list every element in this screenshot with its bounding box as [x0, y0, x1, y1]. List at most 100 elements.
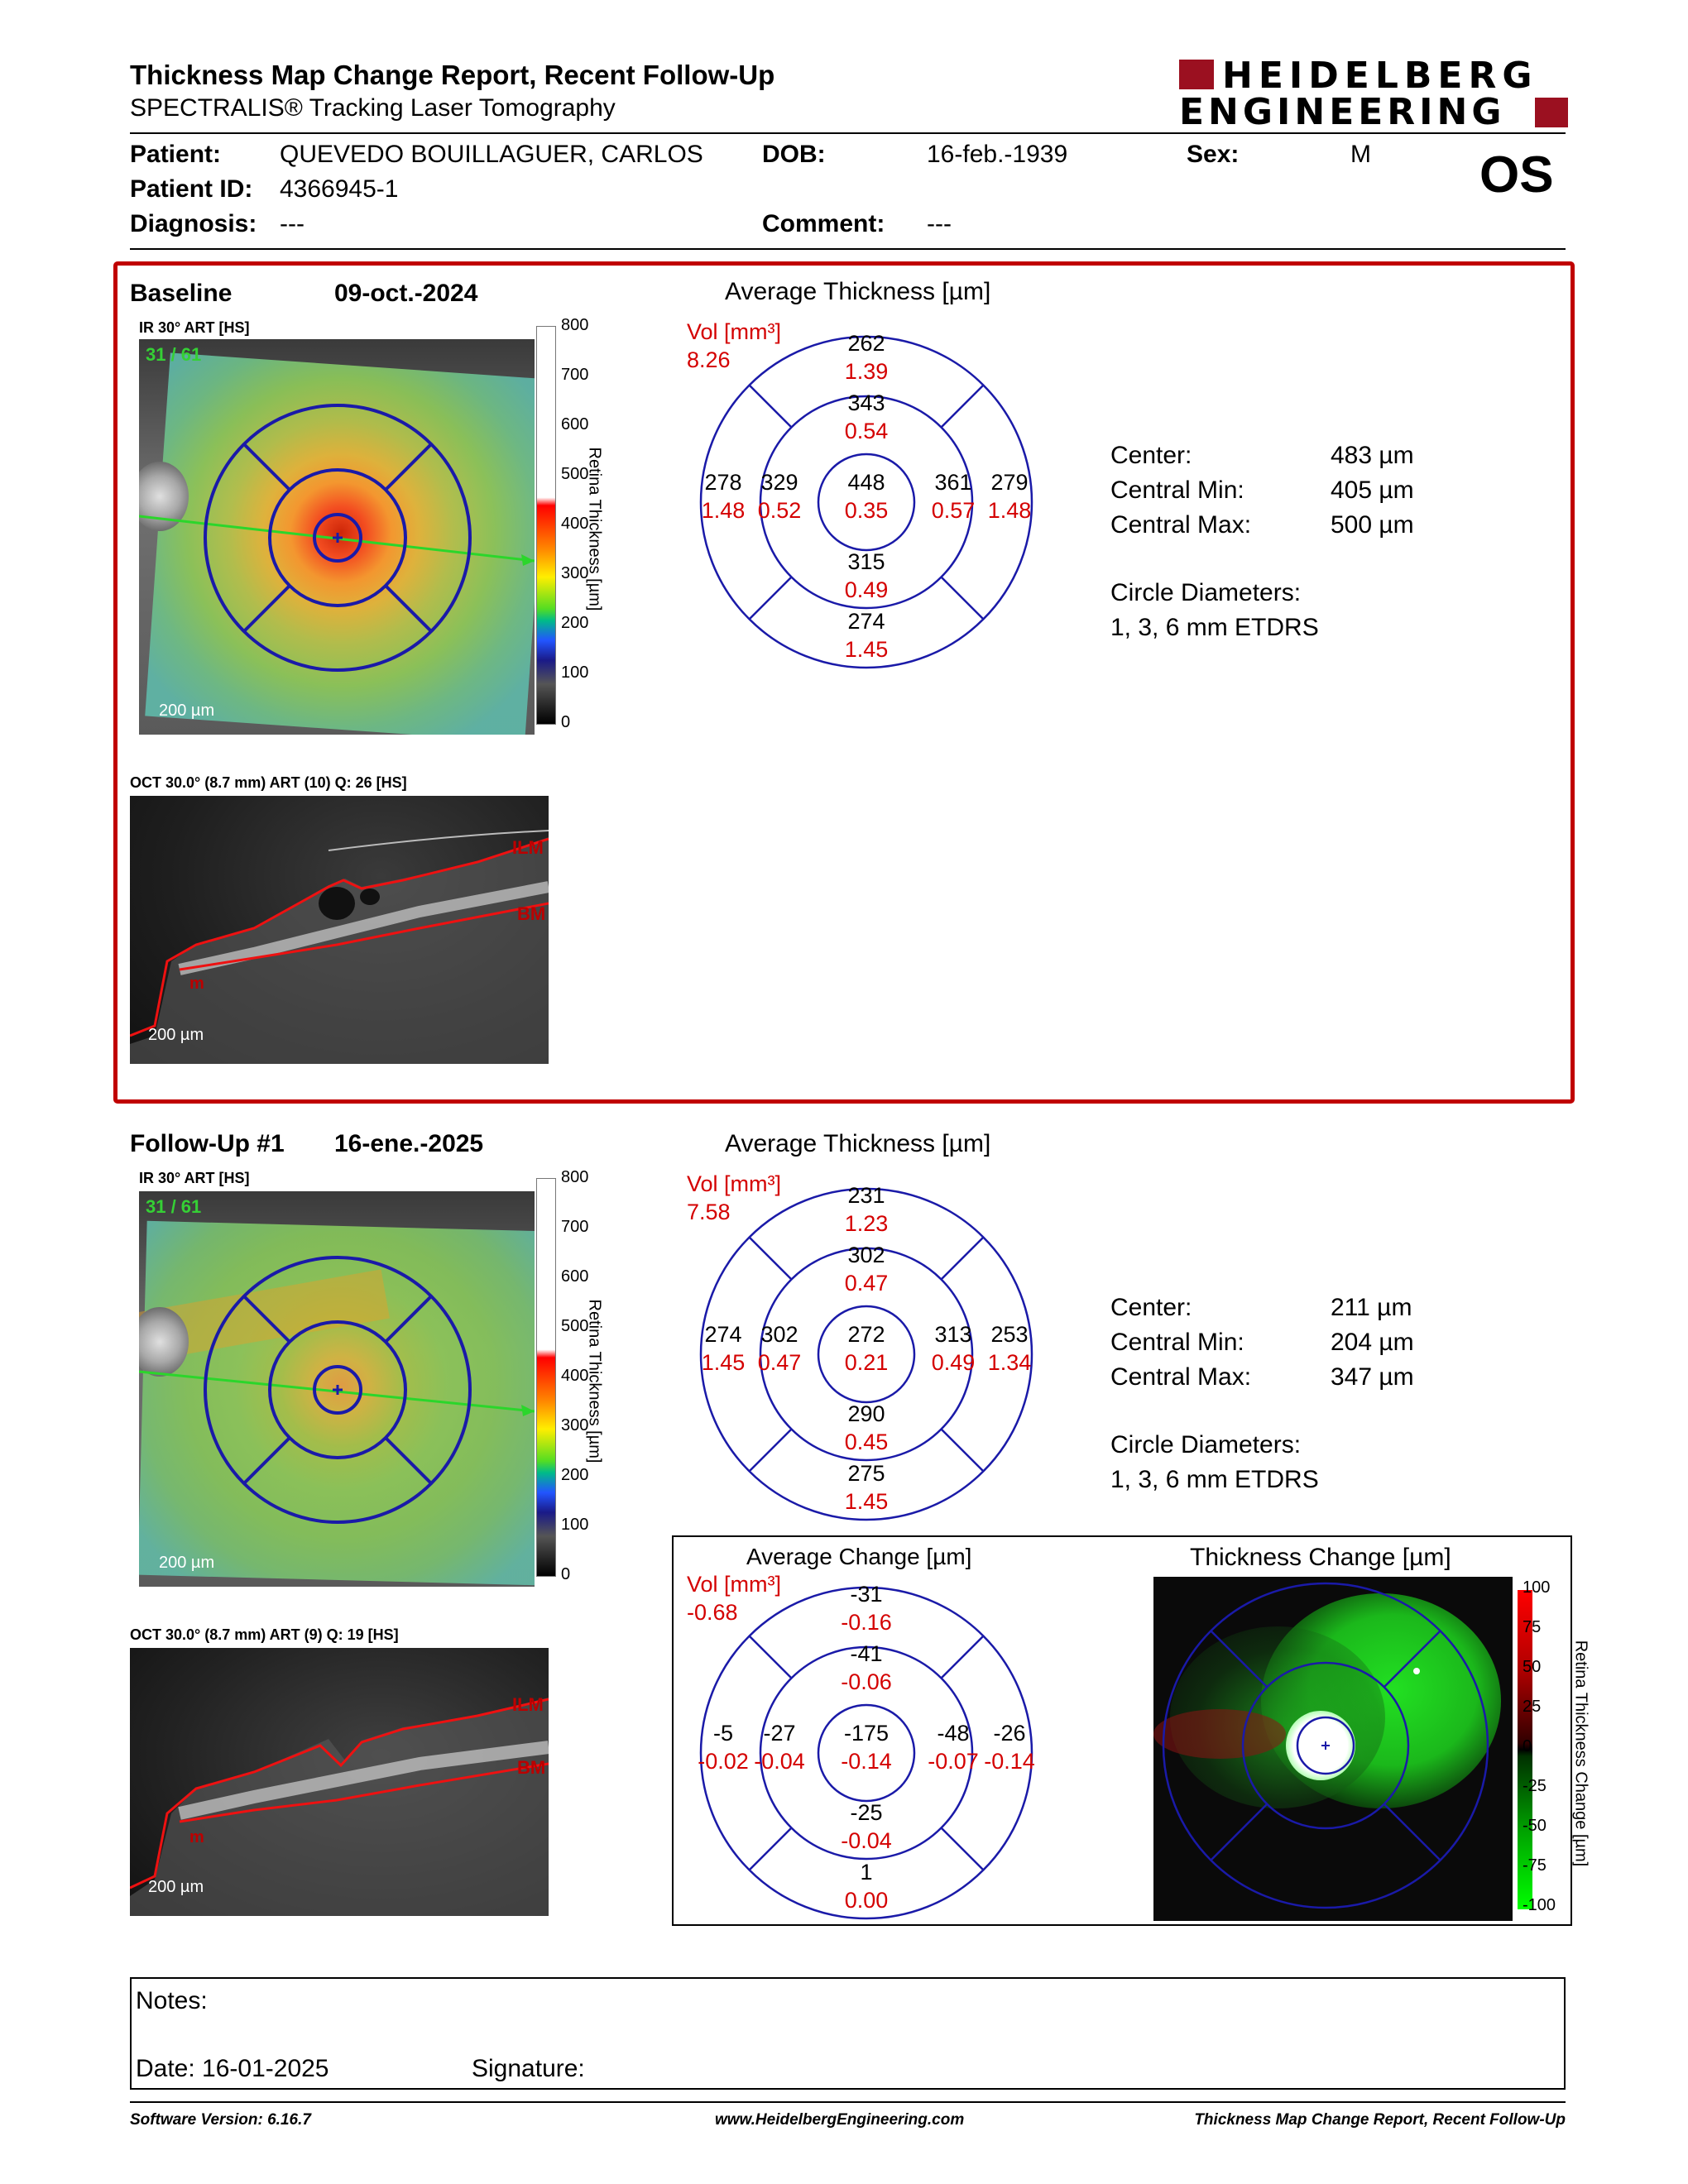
patient-id-value: 4366945-1 — [280, 175, 399, 203]
tick: 600 — [561, 415, 589, 433]
tick: 50 — [1523, 1658, 1542, 1676]
dob-value: 16-feb.-1939 — [927, 141, 1068, 168]
baseline-oct-scale: 200 µm — [148, 1026, 204, 1044]
followup-label: Follow-Up #1 — [130, 1130, 285, 1157]
tick: 0 — [561, 1565, 571, 1583]
grid-outer-nasal: 279 1.48 — [987, 470, 1032, 523]
grid-inner-superior: -41 -0.06 — [841, 1641, 892, 1694]
tick: 800 — [561, 316, 589, 334]
grid-inner-nasal: 313 0.49 — [931, 1322, 976, 1375]
followup-ir-label: IR 30° ART [HS] — [139, 1170, 250, 1186]
eye-indicator: OS — [1479, 146, 1554, 204]
baseline-center-label: Center: — [1110, 442, 1192, 469]
followup-etdrs-overlay — [139, 1256, 535, 1524]
footer-report-name: Thickness Map Change Report, Recent Foll… — [1194, 2111, 1566, 2129]
patient-divider — [130, 248, 1566, 250]
grid-outer-nasal: -26 -0.14 — [984, 1721, 1035, 1774]
footer-divider — [130, 2101, 1566, 2103]
followup-ir-scale: 200 µm — [159, 1554, 215, 1572]
change-colorbar-ticks: 100 75 50 25 0 -25 -50 -75 -100 — [1523, 1578, 1564, 1926]
baseline-max-value: 500 µm — [1331, 511, 1414, 539]
baseline-max-label: Central Max: — [1110, 511, 1252, 539]
signature-label: Signature: — [472, 2055, 585, 2082]
followup-min-label: Central Min: — [1110, 1329, 1244, 1356]
followup-avg-title: Average Thickness [µm] — [725, 1130, 991, 1157]
grid-outer-superior: -31 -0.16 — [841, 1582, 892, 1635]
change-vol-label: Vol [mm³] — [687, 1572, 782, 1597]
baseline-etdrs-overlay — [139, 404, 535, 672]
change-map-title: Thickness Change [µm] — [1190, 1544, 1451, 1571]
notes-box — [130, 1977, 1566, 2090]
tick: 500 — [561, 465, 589, 483]
patient-value: QUEVEDO BOUILLAGUER, CARLOS — [280, 141, 703, 168]
baseline-vol-label: Vol [mm³] — [687, 319, 782, 344]
followup-circle-value: 1, 3, 6 mm ETDRS — [1110, 1466, 1319, 1493]
baseline-oct-image: ILM BM m 200 µm — [130, 796, 549, 1064]
grid-outer-inferior: 275 1.45 — [844, 1461, 889, 1514]
change-avg-title: Average Change [µm] — [746, 1544, 972, 1569]
followup-colorbar-title: Retina Thickness [µm] — [585, 1299, 604, 1463]
followup-grid-lines — [699, 1187, 1033, 1521]
followup-oct-image: ILM BM m 200 µm — [130, 1648, 549, 1916]
grid-outer-inferior: 274 1.45 — [844, 609, 889, 662]
software-version: Software Version: 6.16.7 — [130, 2111, 311, 2129]
tick: 400 — [561, 515, 589, 533]
change-vol-total: -0.68 — [687, 1600, 738, 1625]
tick: 100 — [1523, 1578, 1551, 1597]
company-logo: HEIDELBERG ENGINEERING — [1179, 55, 1568, 133]
change-map-etdrs — [1162, 1582, 1489, 1909]
change-grid-lines — [699, 1586, 1033, 1920]
notes-label: Notes: — [136, 1987, 208, 2014]
grid-outer-superior: 231 1.23 — [844, 1183, 889, 1236]
followup-vol-label: Vol [mm³] — [687, 1171, 782, 1196]
followup-colorbar-ticks: 800 700 600 500 400 300 200 100 0 — [561, 1168, 611, 1583]
tick: 500 — [561, 1317, 589, 1335]
followup-ilm-label: ILM — [512, 1694, 544, 1715]
comment-label: Comment: — [762, 210, 885, 237]
followup-max-label: Central Max: — [1110, 1363, 1252, 1391]
grid-inner-temporal: 302 0.47 — [757, 1322, 802, 1375]
baseline-colorbar — [536, 326, 556, 725]
report-title: Thickness Map Change Report, Recent Foll… — [130, 60, 775, 90]
followup-oct-scale: 200 µm — [148, 1878, 204, 1896]
grid-center: -175 -0.14 — [841, 1721, 892, 1774]
baseline-min-label: Central Min: — [1110, 477, 1244, 504]
baseline-avg-title: Average Thickness [µm] — [725, 278, 991, 305]
tick: 700 — [561, 1218, 589, 1236]
notes-date: Date: 16-01-2025 — [136, 2055, 329, 2082]
baseline-m-label: m — [189, 975, 204, 993]
baseline-ilm-label: ILM — [512, 837, 544, 858]
logo-red-block-bottom — [1535, 98, 1568, 127]
baseline-vol-total: 8.26 — [687, 347, 731, 372]
tick: -75 — [1523, 1856, 1547, 1875]
followup-bm-label: BM — [517, 1757, 546, 1778]
followup-oct-layers — [130, 1698, 549, 1916]
logo-word-2: ENGINEERING — [1179, 91, 1506, 133]
grid-outer-nasal: 253 1.34 — [987, 1322, 1032, 1375]
baseline-ir-image: 31 / 61 200 µm — [139, 339, 535, 735]
tick: -50 — [1523, 1817, 1547, 1835]
optic-disc — [139, 1307, 189, 1377]
grid-inner-nasal: 361 0.57 — [931, 470, 976, 523]
baseline-label: Baseline — [130, 280, 233, 307]
tick: -25 — [1523, 1777, 1547, 1795]
tick: 200 — [561, 1466, 589, 1484]
grid-outer-temporal: 274 1.45 — [701, 1322, 746, 1375]
grid-inner-temporal: 329 0.52 — [757, 470, 802, 523]
grid-center: 272 0.21 — [844, 1322, 889, 1375]
comment-value: --- — [927, 210, 952, 237]
change-frame — [672, 1535, 1572, 1926]
change-colorbar — [1518, 1590, 1532, 1909]
change-colorbar-title: Retina Thickness Change [µm] — [1571, 1640, 1590, 1867]
tick: 0 — [561, 713, 571, 731]
header-divider — [130, 132, 1566, 134]
tick: 300 — [561, 564, 589, 582]
grid-outer-superior: 262 1.39 — [844, 331, 889, 384]
followup-center-value: 211 µm — [1331, 1294, 1412, 1321]
baseline-colorbar-ticks: 800 700 600 500 400 300 200 100 0 — [561, 316, 611, 731]
followup-ir-counter: 31 / 61 — [146, 1196, 202, 1217]
followup-ir-image: 31 / 61 200 µm — [139, 1191, 535, 1587]
grid-inner-inferior: -25 -0.04 — [841, 1800, 892, 1853]
tick: 600 — [561, 1267, 589, 1286]
tick: 800 — [561, 1168, 589, 1186]
